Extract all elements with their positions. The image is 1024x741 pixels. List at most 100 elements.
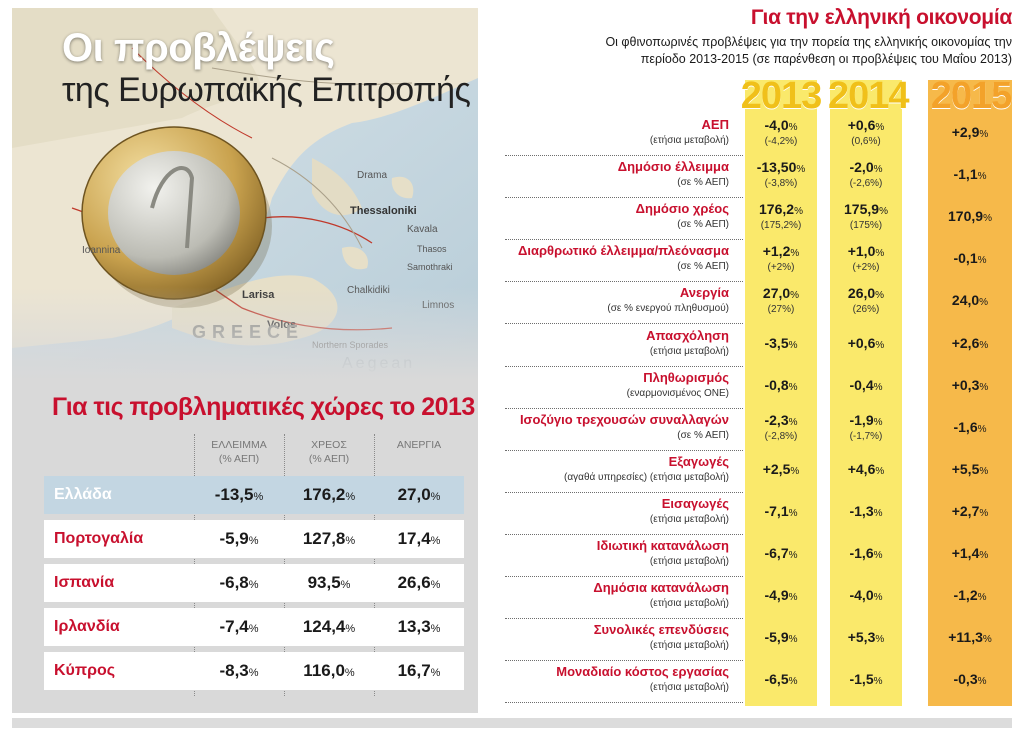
prev-forecast-2014: (+2%)	[852, 262, 880, 274]
country-row-portugal: Πορτογαλία -5,9% 127,8% 17,4%	[44, 520, 464, 558]
value-2014: 175,9%	[844, 201, 888, 218]
value-2015: +2,7%	[951, 502, 989, 519]
indicator-sublabel: (ετήσια μεταβολή)	[649, 556, 729, 567]
indicator-sublabel: (ετήσια μεταβολή)	[649, 345, 729, 357]
row-separator	[505, 491, 743, 493]
indicator-sublabel: (εναρμονισμένος ΟΝΕ)	[626, 387, 729, 399]
row-separator	[505, 618, 743, 620]
left-title-block: Οι προβλέψεις της Ευρωπαϊκής Επιτροπής	[62, 26, 471, 110]
indicator-row: Εξαγωγές (αγαθά υπηρεσίες) (ετήσια μεταβο…	[505, 451, 1012, 493]
prev-forecast-2013: (175,2%)	[760, 220, 802, 232]
prev-forecast-2013: (27%)	[767, 304, 795, 316]
prev-forecast-2014: (175%)	[849, 220, 883, 232]
debt-value: 93,5%	[307, 573, 351, 592]
col-header-debt: ΧΡΕΟΣ (% ΑΕΠ)	[284, 438, 374, 466]
indicator-row: ΑΕΠ (ετήσια μεταβολή) -4,0% (-4,2%) +0,6% (0,…	[505, 114, 1012, 156]
left-title-line1: Οι προβλέψεις	[62, 26, 335, 70]
indicator-label: Ιδιωτική κατανάλωση	[596, 538, 729, 553]
value-2013: -3,5%	[764, 334, 798, 351]
indicator-label: Εισαγωγές	[661, 495, 729, 511]
value-2013: -7,1%	[764, 502, 798, 519]
value-2015: -0,1%	[953, 250, 987, 267]
indicator-label: Μοναδιαίο κόστος εργασίας	[556, 664, 729, 680]
unemployment-value: 17,4%	[397, 529, 441, 548]
value-2013: 176,2%	[759, 201, 803, 218]
value-2015: -1,6%	[953, 418, 987, 435]
col-header-deficit: ΕΛΛΕΙΜΜΑ (% ΑΕΠ)	[194, 438, 284, 466]
prev-forecast-2014: (-1,7%)	[849, 430, 883, 442]
row-separator	[505, 449, 743, 451]
value-2014: -1,3%	[849, 502, 883, 519]
debt-value: 127,8%	[302, 529, 356, 548]
indicator-row: Ανεργία (σε % ενεργού πληθυσμού) 27,0% (27%…	[505, 282, 1012, 325]
value-2014: +4,6%	[847, 460, 885, 477]
country-row-ireland: Ιρλανδία -7,4% 124,4% 13,3%	[44, 608, 464, 646]
year-column-2014-bg	[830, 80, 902, 706]
indicator-sublabel: (ετήσια μεταβολή)	[649, 640, 729, 652]
subtitle-line2: περίοδο 2013-2015 (σε παρένθεση οι προβλ…	[640, 52, 1012, 66]
row-separator	[505, 407, 743, 409]
row-separator	[505, 702, 743, 704]
indicator-label: Εξαγωγές	[668, 453, 729, 469]
value-2015: -0,3%	[953, 671, 987, 688]
value-2015: 24,0%	[951, 292, 989, 309]
row-separator	[505, 197, 743, 199]
subtitle-line1: Οι φθινοπωρινές προβλέψεις για την πορεί…	[605, 35, 1012, 49]
prev-forecast-2013: (+2%)	[767, 262, 795, 274]
greek-economy-title: Για την ελληνική οικονομία	[750, 6, 1012, 29]
indicator-row: Απασχόληση (ετήσια μεταβολή) -3,5% +0,6% +2,…	[505, 325, 1012, 367]
value-2014: 26,0%	[847, 285, 885, 302]
value-2015: +2,6%	[951, 334, 989, 351]
prev-forecast-2014: (0,6%)	[851, 136, 881, 147]
unemployment-value: 13,3%	[397, 617, 441, 636]
row-separator	[505, 533, 743, 535]
indicator-row: Ισοζύγιο τρεχουσών συναλλαγών (σε % ΑΕΠ) -…	[505, 409, 1012, 451]
col-header-unemployment-line1: ΑΝΕΡΓΙΑ	[396, 439, 442, 451]
prev-forecast-2013: (-2,8%)	[764, 430, 798, 442]
deficit-value: -7,4%	[219, 617, 259, 636]
indicator-sublabel: (αγαθά υπηρεσίες) (ετήσια μεταβολή)	[564, 471, 729, 483]
deficit-value: -5,9%	[219, 529, 259, 548]
indicator-label: Ισοζύγιο τρεχουσών συναλλαγών	[519, 411, 729, 427]
euro-coin-map-photo: Thessaloniki Kavala Drama Thasos Samothr…	[12, 8, 478, 380]
indicator-label: Διαρθρωτικό έλλειμμα/πλεόνασμα	[518, 243, 729, 259]
value-2013: -4,9%	[764, 587, 798, 604]
unemployment-value: 27,0%	[397, 485, 441, 504]
value-2014: -1,6%	[849, 545, 883, 561]
debt-value: 124,4%	[302, 617, 356, 636]
value-2014: -1,5%	[849, 671, 883, 688]
greek-economy-subtitle: Οι φθινοπωρινές προβλέψεις για την πορεί…	[500, 34, 1012, 68]
value-2015: -1,2%	[953, 587, 987, 604]
deficit-value: -13,5%	[214, 485, 264, 504]
row-separator	[505, 281, 743, 283]
country-name: Κύπρος	[54, 662, 116, 679]
country-row-spain: Ισπανία -6,8% 93,5% 26,6%	[44, 564, 464, 602]
row-separator	[505, 155, 743, 156]
indicator-row: Εισαγωγές (ετήσια μεταβολή) -7,1% -1,3% +2,7…	[505, 493, 1012, 535]
indicator-sublabel: (ετήσια μεταβολή)	[649, 598, 729, 610]
left-panel: Thessaloniki Kavala Drama Thasos Samothr…	[12, 8, 478, 713]
bottom-divider	[12, 718, 1012, 728]
indicator-row: Μοναδιαίο κόστος εργασίας (ετήσια μεταβολ…	[505, 661, 1012, 704]
value-2015: +2,9%	[951, 124, 989, 140]
unemployment-value: 26,6%	[397, 573, 441, 592]
indicator-sublabel: (ετήσια μεταβολή)	[649, 135, 729, 146]
indicator-label: Απασχόληση	[646, 327, 729, 343]
value-2014: -0,4%	[849, 376, 883, 393]
row-separator	[505, 576, 743, 577]
debt-value: 116,0%	[303, 661, 355, 680]
indicator-label: Πληθωρισμός	[643, 369, 729, 385]
value-2013: -2,3%	[764, 411, 798, 428]
indicator-row: Συνολικές επενδύσεις (ετήσια μεταβολή) -5,…	[505, 619, 1012, 662]
country-name: Πορτογαλία	[54, 530, 144, 547]
value-2014: +5,3%	[847, 629, 885, 646]
value-2015: +5,5%	[951, 460, 989, 477]
prev-forecast-2014: (26%)	[852, 304, 880, 316]
prev-forecast-2014: (-2,6%)	[849, 178, 883, 190]
value-2014: -1,9%	[849, 411, 883, 428]
indicator-label: Δημόσια κατανάλωση	[593, 580, 729, 596]
value-2013: -0,8%	[764, 376, 798, 393]
value-2014: +0,6%	[847, 117, 885, 133]
value-2015: 170,9%	[948, 208, 992, 225]
indicator-label: ΑΕΠ	[701, 117, 729, 132]
